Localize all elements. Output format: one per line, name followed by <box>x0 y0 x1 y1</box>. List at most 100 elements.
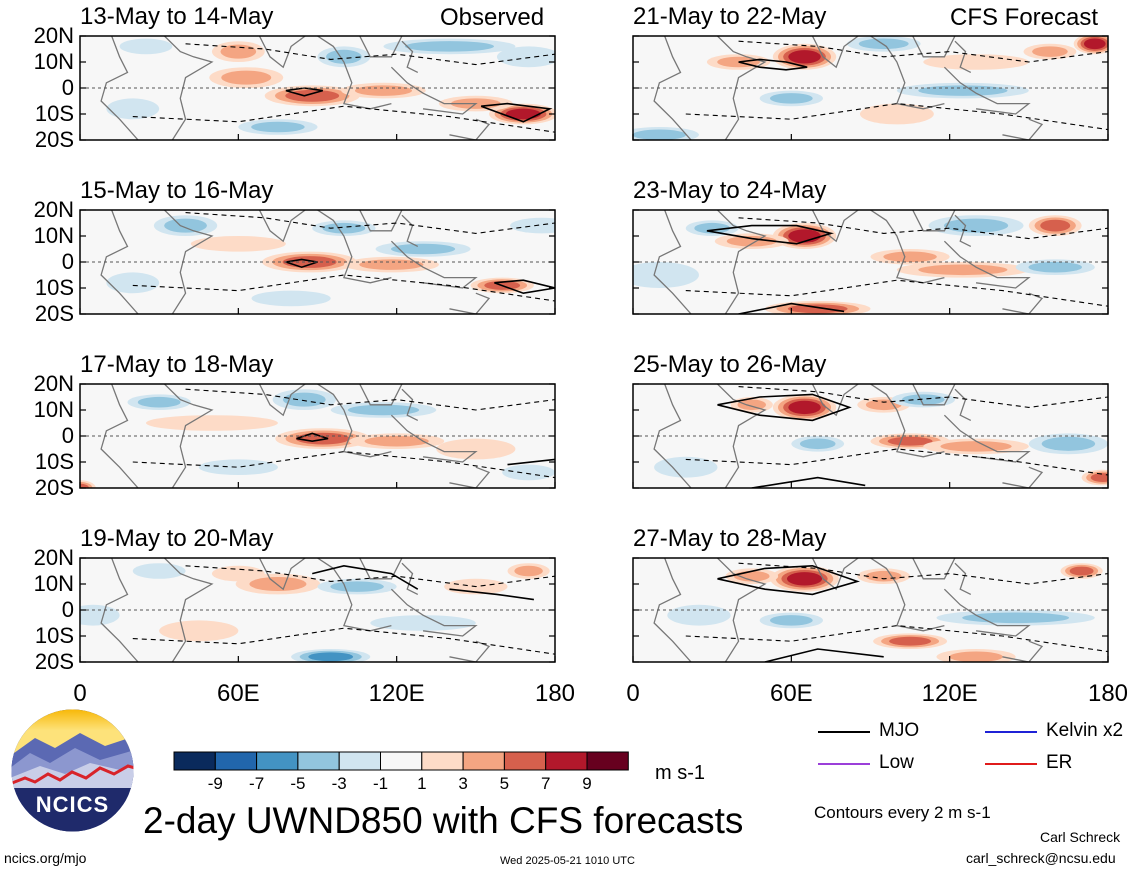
coastline <box>401 562 419 595</box>
anomaly-blob <box>769 93 813 104</box>
footer-email[interactable]: carl_schreck@ncsu.edu <box>966 850 1116 866</box>
coastline <box>870 36 945 110</box>
colorbar-tick-label: -7 <box>249 774 265 793</box>
dashed-contour <box>685 279 1108 307</box>
mjo-contour <box>494 279 555 295</box>
y-tick-label: 10S <box>34 275 74 300</box>
coastline <box>943 66 1031 115</box>
anomaly-blob <box>918 85 1008 96</box>
panel-title: 13-May to 14-May <box>80 3 274 30</box>
coastline <box>870 558 945 632</box>
dashed-contour <box>185 212 555 234</box>
anomaly-blob <box>1040 219 1071 232</box>
mjo-contour <box>285 87 323 97</box>
y-tick-label: 10N <box>33 571 74 596</box>
coastline <box>912 558 956 580</box>
anomaly-blob <box>221 70 272 85</box>
anomaly-blob <box>799 438 836 450</box>
panel-2 <box>632 35 1109 141</box>
mjo-contour <box>449 588 535 601</box>
dashed-contour <box>185 388 555 411</box>
y-tick-label: 0 <box>61 75 74 100</box>
legend-entry-label: ER <box>1046 752 1073 773</box>
colorbar-swatch <box>545 751 588 771</box>
y-tick-label: 20S <box>34 301 74 326</box>
panel-title: 27-May to 28-May <box>633 525 827 552</box>
anomaly-blob <box>190 236 286 252</box>
anomaly-blob <box>164 218 207 233</box>
dashed-contour <box>738 217 1108 240</box>
mjo-contour <box>312 564 419 590</box>
anomaly-blob <box>514 565 543 577</box>
colorbar-swatch <box>214 751 258 771</box>
coastline <box>943 588 1031 637</box>
footer-site[interactable]: ncics.org/mjo <box>4 850 87 866</box>
anomaly-blob <box>865 399 902 411</box>
coastline <box>653 558 692 662</box>
colorbar-tick-label: -9 <box>207 774 223 793</box>
anomaly-blob <box>330 581 384 592</box>
colorbar-swatch <box>503 751 547 771</box>
coastline <box>1002 466 1044 488</box>
anomaly-blob <box>370 615 476 631</box>
mjo-contour <box>706 224 835 245</box>
colorbar-tick-label: 1 <box>417 774 427 793</box>
colorbar-swatch <box>173 751 216 771</box>
coastline <box>100 36 139 140</box>
coastline <box>653 210 692 314</box>
y-tick-label: 10S <box>34 449 74 474</box>
panel-title: 21-May to 22-May <box>633 3 827 30</box>
y-tick-label: 0 <box>61 249 74 274</box>
coastline <box>954 562 972 595</box>
panel-4 <box>632 209 1109 315</box>
coastline <box>100 558 139 662</box>
coastline <box>359 36 403 58</box>
anomaly-blob <box>918 264 1008 276</box>
y-tick-label: 20S <box>34 649 74 674</box>
y-tick-label: 10N <box>33 49 74 74</box>
coastline <box>1002 118 1044 140</box>
legend-entry-label: Kelvin x2 <box>1046 720 1124 741</box>
anomaly-blob <box>865 570 902 582</box>
anomaly-blob <box>788 50 821 64</box>
colorbar-swatch <box>380 751 423 771</box>
panel-7 <box>79 557 556 663</box>
coastline <box>653 384 692 488</box>
x-tick-label: 120E <box>368 680 425 707</box>
anomaly-blob <box>1028 261 1082 273</box>
coastline <box>716 384 767 488</box>
coastline <box>912 36 956 58</box>
coastline <box>390 240 478 289</box>
coastline <box>163 210 214 314</box>
y-tick-label: 0 <box>61 597 74 622</box>
coastline <box>954 40 972 73</box>
colorbar-swatch <box>297 751 340 771</box>
coastline <box>163 558 214 662</box>
dashed-contour <box>685 625 1108 653</box>
figure-title: 2-day UWND850 with CFS forecasts <box>143 800 744 841</box>
mjo-contour <box>717 564 860 596</box>
coastline <box>778 558 860 591</box>
dashed-contour <box>132 627 555 655</box>
anomaly-blob <box>106 98 160 120</box>
observed-label: Observed <box>440 4 545 31</box>
x-tick-label: 120E <box>921 680 978 707</box>
anomaly-blob <box>889 636 932 646</box>
anomaly-blob <box>1090 473 1108 483</box>
x-tick-label: 60E <box>769 680 813 707</box>
colorbar-swatch <box>586 751 629 771</box>
legend-entry-label: Low <box>879 752 914 773</box>
coastline <box>716 36 767 140</box>
colorbar-tick-label: 7 <box>540 774 551 793</box>
anomaly-blob <box>106 272 160 294</box>
dashed-contour <box>685 448 1108 476</box>
anomaly-blob <box>282 392 326 407</box>
dashed-contour <box>185 43 555 66</box>
anomaly-blob <box>295 432 350 445</box>
coastline <box>870 384 945 458</box>
dashed-contour <box>738 562 1108 585</box>
anomaly-blob <box>496 46 555 68</box>
coastline <box>390 414 478 463</box>
coastline <box>449 466 491 488</box>
coastline <box>225 384 307 417</box>
